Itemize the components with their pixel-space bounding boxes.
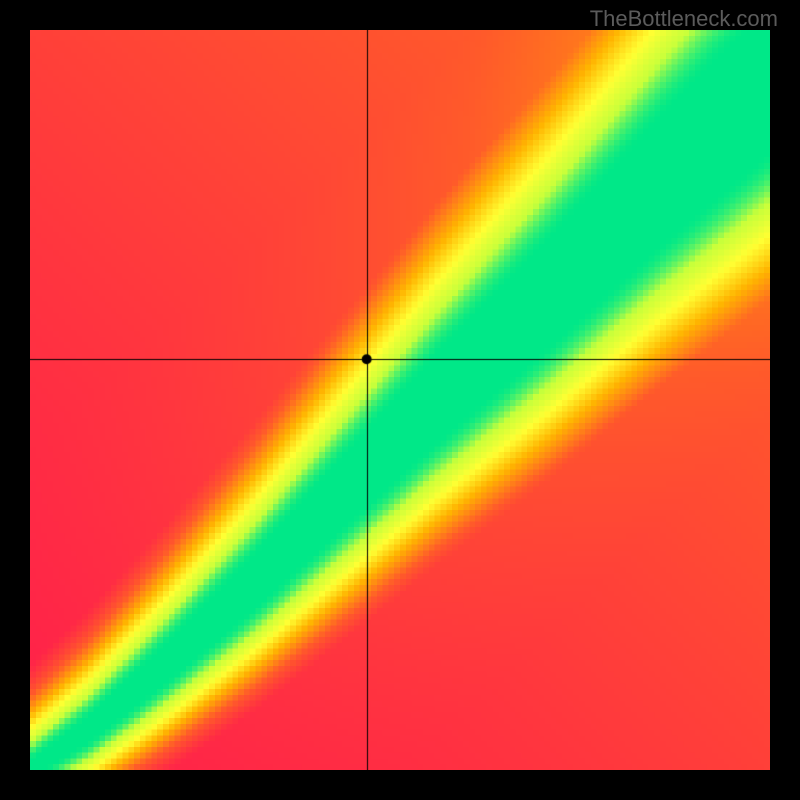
chart-stage: TheBottleneck.com: [0, 0, 800, 800]
overlay-canvas: [30, 30, 770, 770]
watermark-label: TheBottleneck.com: [590, 6, 778, 32]
